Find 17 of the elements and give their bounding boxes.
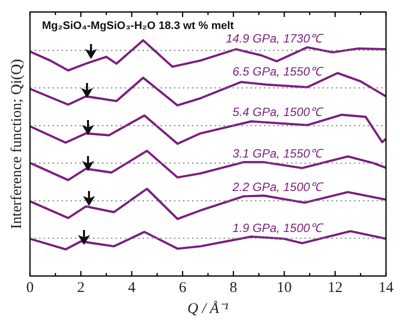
series-label: 5.4 GPa, 1500℃	[232, 105, 324, 120]
series-label: 2.2 GPa, 1500℃	[232, 180, 324, 194]
series-label: 1.9 GPa, 1500℃	[232, 220, 324, 235]
chart-title: Mg₂SiO₄-MgSiO₃-H₂O 18.3 wt % melt	[42, 20, 234, 32]
x-tick-label: 8	[230, 280, 238, 296]
y-axis-title: Interference function; Qi(Q)	[8, 59, 25, 229]
x-axis-title: Q / Å⁻¹	[187, 300, 230, 317]
x-tick-label: 4	[128, 280, 136, 296]
x-tick-label: 10	[276, 280, 292, 296]
x-tick-label: 6	[178, 280, 187, 296]
x-tick-label: 2	[77, 280, 85, 296]
x-tick-label: 0	[26, 280, 34, 296]
series-label: 6.5 GPa, 1550℃	[232, 64, 324, 79]
series-label: 14.9 GPa, 1730℃	[226, 32, 324, 46]
x-tick-label: 12	[328, 280, 343, 296]
series-label: 3.1 GPa, 1550℃	[232, 146, 324, 160]
x-tick-label: 14	[378, 280, 394, 296]
